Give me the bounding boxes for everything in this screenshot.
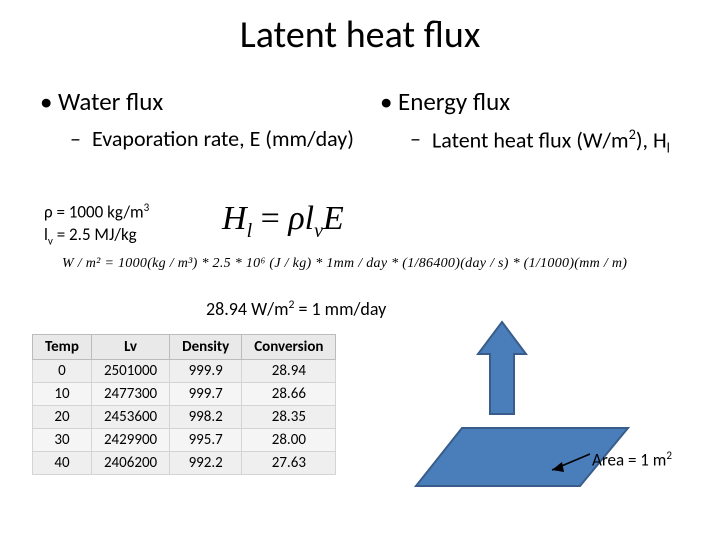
table-header-cell: Density	[170, 335, 242, 360]
table-cell: 28.66	[242, 383, 336, 406]
text-fragment: Area = 1 m	[592, 450, 666, 471]
eq-rho: ρ	[288, 200, 304, 237]
eq-l-sub: v	[314, 220, 323, 242]
eq-H-sub: l	[247, 220, 253, 242]
flux-diagram	[380, 314, 690, 524]
table-cell: 27.63	[242, 452, 336, 475]
water-flux-heading: Water flux	[58, 86, 370, 117]
table-cell: 28.35	[242, 406, 336, 429]
table-cell: 2453600	[91, 406, 169, 429]
table-cell: 30	[33, 429, 92, 452]
text-fragment: = 2.5 MJ/kg	[53, 224, 137, 245]
dimensional-equation: W / m² = 1000(kg / m³) * 2.5 * 10⁶ (J / …	[62, 256, 627, 272]
table-cell: 40	[33, 452, 92, 475]
table-row: 02501000999.928.94	[33, 360, 336, 383]
constants-block: ρ = 1000 kg/m3 lv = 2.5 MJ/kg	[44, 200, 149, 248]
table-row: 402406200992.227.63	[33, 452, 336, 475]
eq-E: E	[323, 200, 344, 237]
main-equation: Hl = ρlvE	[222, 200, 344, 243]
table-row: 102477300999.728.66	[33, 383, 336, 406]
table-cell: 20	[33, 406, 92, 429]
text-fragment: = 1000 kg/m	[53, 202, 144, 223]
table-header-cell: Conversion	[242, 335, 336, 360]
eq-l: l	[305, 200, 314, 237]
table-cell: 992.2	[170, 452, 242, 475]
table-header-cell: Lv	[91, 335, 169, 360]
subscript: l	[667, 139, 670, 157]
right-column: Energy flux Latent heat flux (W/m2), Hl	[380, 86, 710, 163]
table-header-row: TempLvDensityConversion	[33, 335, 336, 360]
page-title: Latent heat flux	[0, 12, 720, 58]
table-cell: 0	[33, 360, 92, 383]
eq-H: H	[222, 200, 247, 237]
table-body: 02501000999.928.94102477300999.728.66202…	[33, 360, 336, 475]
lv-line: lv = 2.5 MJ/kg	[44, 224, 149, 248]
eq-equals: =	[261, 200, 289, 237]
table-cell: 2406200	[91, 452, 169, 475]
text-fragment: = 1 mm/day	[294, 298, 386, 320]
slide: Latent heat flux Water flux Evaporation …	[0, 0, 720, 540]
rho-line: ρ = 1000 kg/m3	[44, 200, 149, 224]
table-row: 202453600998.228.35	[33, 406, 336, 429]
rho-symbol: ρ	[44, 202, 53, 223]
table-header-cell: Temp	[33, 335, 92, 360]
table-cell: 28.94	[242, 360, 336, 383]
table-cell: 2501000	[91, 360, 169, 383]
superscript: 2	[629, 125, 636, 143]
text-fragment: ), H	[636, 126, 667, 153]
area-label: Area = 1 m2	[592, 448, 672, 471]
table-cell: 2477300	[91, 383, 169, 406]
superscript: 2	[666, 448, 672, 462]
energy-flux-heading: Energy flux	[398, 86, 710, 117]
table-cell: 998.2	[170, 406, 242, 429]
energy-flux-sub: Latent heat flux (W/m2), Hl	[432, 125, 710, 157]
table-cell: 995.7	[170, 429, 242, 452]
table-cell: 28.00	[242, 429, 336, 452]
table-cell: 999.7	[170, 383, 242, 406]
table-cell: 2429900	[91, 429, 169, 452]
table-cell: 999.9	[170, 360, 242, 383]
water-flux-sub: Evaporation rate, E (mm/day)	[92, 125, 370, 152]
table-row: 302429900995.728.00	[33, 429, 336, 452]
left-column: Water flux Evaporation rate, E (mm/day)	[40, 86, 370, 158]
conversion-table: TempLvDensityConversion 02501000999.928.…	[32, 334, 336, 475]
text-fragment: Latent heat flux (W/m	[432, 126, 629, 153]
superscript: 3	[144, 200, 150, 214]
text-fragment: 28.94 W/m	[206, 298, 288, 320]
conversion-statement: 28.94 W/m2 = 1 mm/day	[206, 298, 386, 320]
arrow-up-icon	[478, 322, 526, 414]
table-cell: 10	[33, 383, 92, 406]
